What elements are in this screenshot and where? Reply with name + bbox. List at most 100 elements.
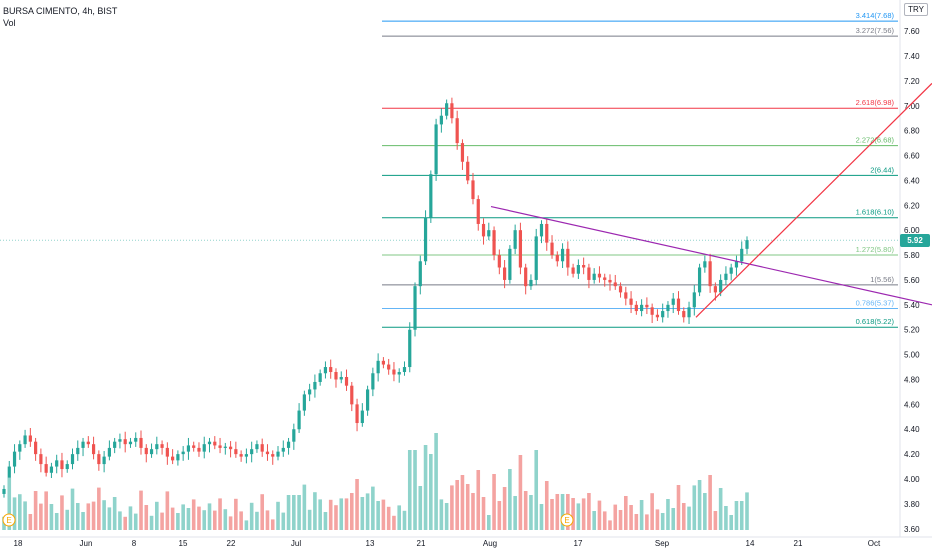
volume-bar xyxy=(212,510,217,530)
volume-bar xyxy=(49,504,54,530)
candle-body xyxy=(587,267,591,280)
y-tick-label: 7.40 xyxy=(904,52,920,61)
volume-bar xyxy=(660,513,665,530)
y-tick-label: 4.20 xyxy=(904,450,920,459)
candle-body xyxy=(65,464,69,470)
volume-bar xyxy=(112,497,117,530)
volume-bar xyxy=(207,503,212,530)
candle-body xyxy=(560,248,565,262)
candle-body xyxy=(134,437,138,442)
candle-body xyxy=(450,103,454,119)
candle-body xyxy=(23,435,27,445)
volume-bar xyxy=(602,511,607,530)
y-tick-label: 5.40 xyxy=(904,301,920,310)
candle-body xyxy=(387,364,391,370)
volume-bar xyxy=(492,474,496,530)
volume-bar xyxy=(587,493,591,530)
volume-bar xyxy=(381,499,386,530)
volume-bar xyxy=(624,496,628,530)
candle-body xyxy=(197,447,201,452)
candle-body xyxy=(550,242,554,256)
candle-body xyxy=(192,445,196,448)
candle-body xyxy=(44,464,48,473)
volume-bar xyxy=(33,491,38,530)
candle-body xyxy=(223,446,227,448)
earnings-marker-icon xyxy=(560,513,574,527)
candle-body xyxy=(28,435,32,442)
candle-body xyxy=(418,261,422,287)
volume-bar xyxy=(550,499,554,530)
volume-bar xyxy=(745,492,749,530)
candle-body xyxy=(70,454,75,465)
candle-body xyxy=(529,279,533,287)
candle-body xyxy=(218,445,222,448)
candle-body xyxy=(745,240,749,249)
volume-bar xyxy=(307,509,312,530)
volume-bar xyxy=(397,505,402,530)
candle-body xyxy=(329,367,333,373)
candle-body xyxy=(661,311,665,318)
candle-body xyxy=(81,441,85,448)
fib-level-label: 1.618(6.10) xyxy=(856,208,895,217)
candle-body xyxy=(376,360,380,374)
candle-body xyxy=(286,441,291,448)
candle-body xyxy=(265,451,270,455)
candle-body xyxy=(497,255,501,268)
volume-bar xyxy=(249,502,254,530)
volume-bar xyxy=(255,511,259,530)
volume-bar xyxy=(302,484,307,530)
candle-body xyxy=(513,230,517,249)
volume-bar xyxy=(65,509,70,530)
candle-body xyxy=(281,447,285,452)
volume-bar xyxy=(687,506,691,530)
volume-bar xyxy=(60,495,64,530)
fib-level-label: 3.414(7.68) xyxy=(856,11,895,20)
volume-bar xyxy=(713,511,718,530)
volume-bar xyxy=(197,506,201,530)
candle-body xyxy=(339,376,343,380)
candle-body xyxy=(186,445,191,452)
candle-body xyxy=(555,255,559,262)
candle-body xyxy=(708,261,712,287)
y-tick-label: 7.20 xyxy=(904,77,920,86)
candle-body xyxy=(350,385,354,405)
volume-bar xyxy=(270,519,275,530)
candle-body xyxy=(597,273,602,278)
volume-bar xyxy=(655,509,660,530)
x-tick-label: 8 xyxy=(132,539,137,548)
volume-bar xyxy=(313,492,317,530)
candle-body xyxy=(466,161,470,181)
volume-bar xyxy=(128,506,133,530)
currency-badge[interactable]: TRY xyxy=(904,3,928,16)
volume-bar xyxy=(455,480,459,530)
volume-bar xyxy=(729,515,733,530)
candle-body xyxy=(49,466,54,473)
volume-bar xyxy=(739,501,744,530)
candle-body xyxy=(640,304,644,312)
volume-bar xyxy=(645,514,649,530)
volume-bar xyxy=(86,503,91,530)
volume-bar xyxy=(639,500,644,530)
candle-body xyxy=(176,454,180,461)
volume-bar xyxy=(360,497,365,530)
volume-bar xyxy=(155,501,159,530)
candle-body xyxy=(144,447,148,455)
volume-bar xyxy=(281,512,286,530)
x-tick-label: Oct xyxy=(868,539,881,548)
candle-body xyxy=(608,279,612,283)
volume-bar xyxy=(234,498,238,530)
candle-body xyxy=(666,304,670,312)
earnings-marker-label: E xyxy=(6,516,11,525)
y-tick-label: 4.40 xyxy=(904,425,920,434)
candle-body xyxy=(160,444,164,448)
candle-body xyxy=(39,454,43,465)
candle-body xyxy=(271,454,275,457)
volume-bar xyxy=(718,488,723,530)
volume-bar xyxy=(376,501,380,530)
candle-body xyxy=(703,261,707,268)
volume-bar xyxy=(323,512,328,530)
candle-body xyxy=(624,292,628,299)
volume-bar xyxy=(471,493,475,530)
volume-bar xyxy=(339,498,344,530)
